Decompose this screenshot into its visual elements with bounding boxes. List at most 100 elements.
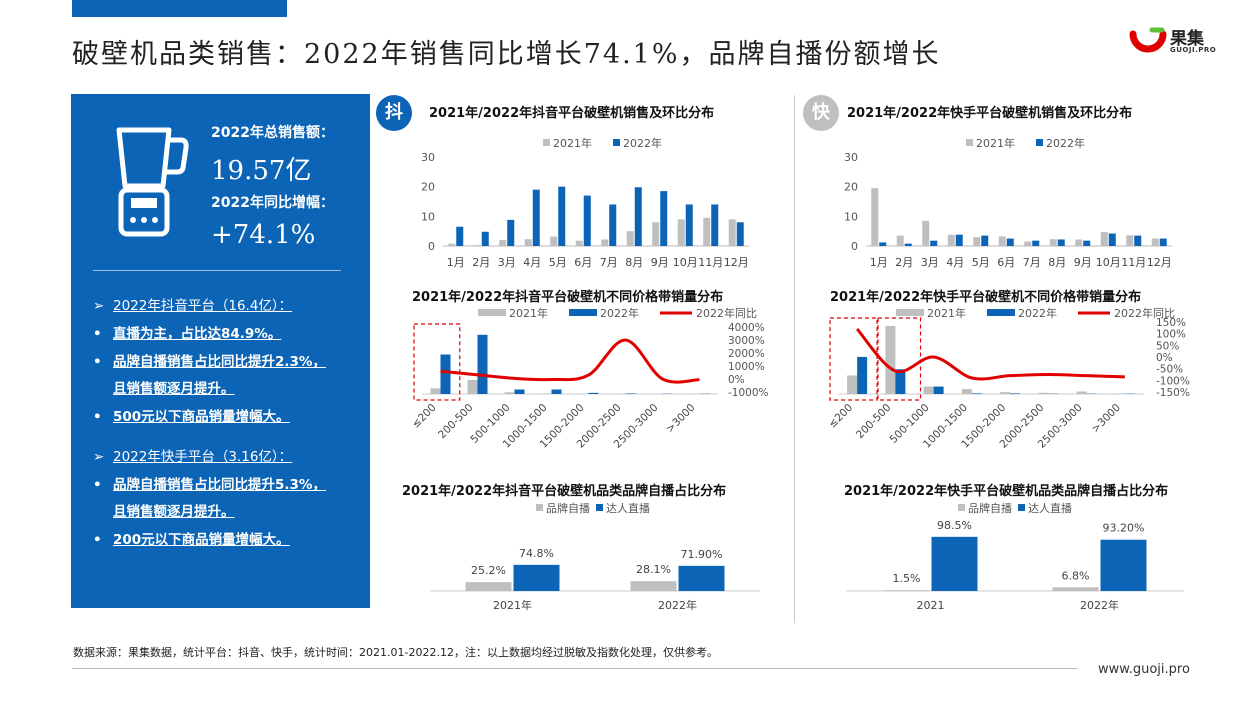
bar-2022 <box>1134 235 1142 246</box>
kuaishou-bullet-text: 且销售额逐月提升。 <box>113 504 235 520</box>
arrow-marker: ➢ <box>93 298 105 314</box>
legend-label: 2021年 <box>509 306 548 320</box>
bar-2022 <box>1032 240 1040 246</box>
bar-2021 <box>703 217 711 246</box>
bar-2021 <box>1076 391 1087 394</box>
legend-label: 2022年同比 <box>696 306 757 320</box>
x-tick-label: 1月 <box>447 256 465 269</box>
kuaishou-header-text: 2022年快手平台（3.16亿）： <box>113 449 293 465</box>
bar-2021 <box>1049 239 1057 246</box>
x-tick-label: 3月 <box>498 256 516 269</box>
bar-2021 <box>973 237 981 246</box>
bullet-marker: • <box>93 326 102 342</box>
bar-2022 <box>971 393 982 394</box>
legend-label: 2022年同比 <box>1114 306 1175 320</box>
bar-2022 <box>1108 233 1116 246</box>
logo-subtext: GUOJI.PRO <box>1170 46 1217 54</box>
highlight-box <box>877 317 922 401</box>
x-tick-label: 6月 <box>997 256 1015 269</box>
total-sales-value: 19.57亿 <box>211 156 312 186</box>
bar-2022 <box>1057 239 1065 246</box>
legend-label: 2021年 <box>927 306 966 320</box>
x-tick-label: 9月 <box>1074 256 1092 269</box>
bar-2021 <box>728 219 736 246</box>
legend-swatch <box>966 139 973 146</box>
legend-swatch <box>569 309 597 316</box>
bar-2021 <box>1024 241 1032 246</box>
x-tick-label: 4月 <box>523 256 541 269</box>
x-tick-label: 12月 <box>724 256 749 269</box>
summary-panel: 2022年总销售额： 19.57亿 2022年同比增幅： +74.1% ➢ 202… <box>71 94 370 608</box>
legend-label: 2022年 <box>600 306 639 320</box>
bar-2021 <box>871 188 879 246</box>
bar-2021 <box>998 236 1006 246</box>
bar-2022 <box>588 392 599 394</box>
legend-label: 达人直播 <box>1028 501 1072 515</box>
bar-2021 <box>1114 393 1125 394</box>
panel-divider <box>93 270 341 271</box>
bar-2022 <box>736 222 744 246</box>
chart-title: 2021年/2022年快手平台破壁机品类品牌自播占比分布 <box>844 484 1169 499</box>
bar-2022 <box>981 235 989 246</box>
bar-2022 <box>711 204 719 246</box>
douyin-bullet: • 品牌自播销售占比同比提升2.3%， <box>93 350 326 370</box>
bar-2022 <box>456 226 464 246</box>
bullet-marker: • <box>93 532 102 548</box>
y2-tick-label: -1000% <box>728 387 769 399</box>
bar-2021 <box>1100 232 1108 246</box>
bar-2022 <box>933 386 944 394</box>
x-tick-label: 6月 <box>574 256 592 269</box>
bar-2022 <box>625 393 636 394</box>
bar-influencer <box>1100 539 1147 591</box>
legend-swatch <box>596 504 603 511</box>
bar-brand-self <box>1052 587 1099 591</box>
legend-swatch <box>1018 504 1025 511</box>
bar-2021 <box>961 389 972 394</box>
bar-2021 <box>578 393 589 394</box>
douyin-badge: 抖 <box>376 95 412 131</box>
legend-swatch <box>613 139 620 146</box>
bar-2021 <box>923 386 934 394</box>
douyin-header-text: 2022年抖音平台（16.4亿）： <box>113 298 293 314</box>
bar-2021 <box>430 388 441 394</box>
bar-2022 <box>558 186 566 246</box>
bar-2021 <box>847 375 858 394</box>
x-tick-label: ≤200 <box>826 402 855 431</box>
x-tick-label: 2月 <box>895 256 913 269</box>
x-tick-label: 4月 <box>946 256 964 269</box>
top-accent-bar <box>72 0 287 17</box>
y2-tick-label: 50% <box>1156 340 1179 352</box>
bullet-marker: • <box>93 409 102 425</box>
bar-2022 <box>1083 240 1091 246</box>
bar-2021 <box>541 393 552 394</box>
source-note: 数据来源：果集数据，统计平台：抖音、快手，统计时间：2021.01-2022.1… <box>73 646 718 659</box>
yoy-line <box>440 338 700 384</box>
bar-2021 <box>626 231 634 246</box>
bar-2022 <box>583 195 591 246</box>
bar-influencer <box>678 565 725 591</box>
bar-2021 <box>922 220 930 246</box>
x-tick-label: 200-500 <box>854 402 894 442</box>
bar-2022 <box>440 354 451 394</box>
douyin-bullet-text: 直播为主，占比达84.9%。 <box>113 326 282 342</box>
x-tick-label: 7月 <box>1023 256 1041 269</box>
bar-2021 <box>524 239 532 246</box>
bar-2021 <box>677 219 685 246</box>
legend-swatch <box>958 504 965 511</box>
x-tick-label: 11月 <box>698 256 723 269</box>
data-label: 28.1% <box>636 563 671 576</box>
bar-2021 <box>1126 235 1134 246</box>
yoy-growth-value: +74.1% <box>211 220 316 250</box>
y-tick-label: 10 <box>421 210 435 223</box>
x-tick-label: 2022年 <box>658 598 697 612</box>
bar-2022 <box>660 191 668 246</box>
data-label: 6.8% <box>1062 569 1090 582</box>
y2-tick-label: 4000% <box>728 322 765 334</box>
data-label: 98.5% <box>937 519 972 532</box>
bar-2022 <box>634 187 642 246</box>
douyin-bullet: • 直播为主，占比达84.9%。 <box>93 322 281 342</box>
y2-tick-label: 0% <box>1156 352 1173 364</box>
arrow-marker: ➢ <box>93 449 105 465</box>
kuaishou-bullet: • 品牌自播销售占比同比提升5.3%， <box>93 473 326 493</box>
